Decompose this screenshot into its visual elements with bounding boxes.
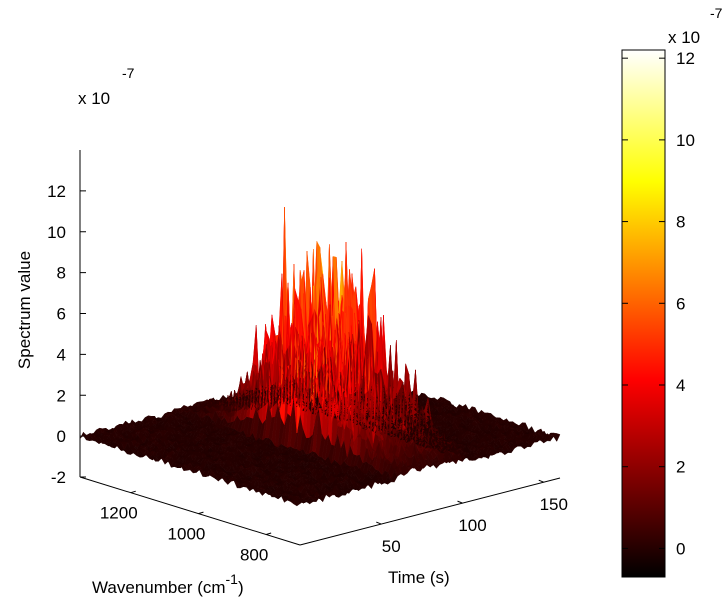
z-tick-label: 10: [47, 223, 66, 242]
surface-patch: [432, 464, 441, 469]
z-tick-label: 4: [57, 345, 66, 364]
time-axis-line: [299, 477, 561, 546]
z-tick-label: 2: [57, 386, 66, 405]
z-tick-label: 0: [57, 427, 66, 446]
z-ticks: -2 0 2 4 6 8 10 12: [47, 182, 86, 487]
spectrum-surface: [79, 207, 561, 507]
z-tick-label: 12: [47, 182, 66, 201]
z-tick-label: -2: [51, 468, 66, 487]
z-tick-label: 8: [57, 264, 66, 283]
wavenumber-axis-line: [79, 476, 301, 546]
z-tick-label: 6: [57, 305, 66, 324]
